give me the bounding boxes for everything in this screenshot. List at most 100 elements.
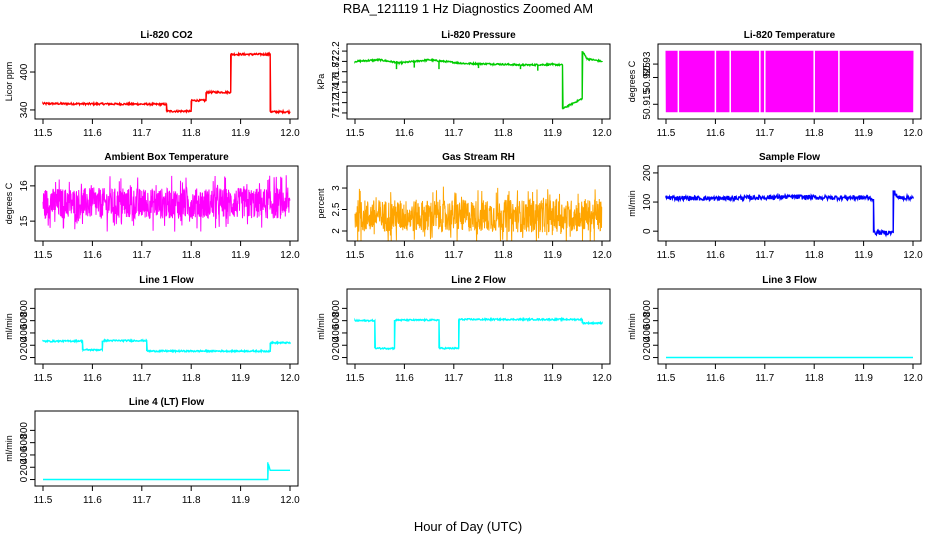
panel-frame xyxy=(34,288,299,365)
chart-panel: Gas Stream RH 11.5 11.6 11.7 11.8 11.9 12.0 2 2.… xyxy=(316,152,612,261)
figure-main-title: RBA_121119 1 Hz Diagnostics Zoomed AM xyxy=(343,1,593,16)
panel-title: Li-820 Pressure xyxy=(441,30,516,41)
y-tick-label: 400 xyxy=(642,324,653,341)
x-tick-label: 11.7 xyxy=(755,373,774,384)
x-tick-label: 11.5 xyxy=(346,250,365,261)
x-tick-label: 11.5 xyxy=(346,373,365,384)
y-tick-label: 50.915 xyxy=(642,89,653,120)
x-tick-label: 11.5 xyxy=(657,128,676,139)
y-tick-label: 71.8 xyxy=(331,62,342,82)
x-tick-label: 11.5 xyxy=(657,373,676,384)
panel-frame xyxy=(657,288,922,365)
y-tick-label: 200 xyxy=(19,458,30,475)
y-axis-label: ml/min xyxy=(316,313,326,340)
x-tick-label: 11.5 xyxy=(657,250,676,261)
panel-frame xyxy=(34,165,299,242)
y-tick-label: 0 xyxy=(331,354,342,360)
y-tick-label: 200 xyxy=(331,336,342,353)
x-tick-label: 11.7 xyxy=(132,250,151,261)
y-tick-label: 3 xyxy=(331,185,342,191)
x-tick-label: 11.9 xyxy=(854,373,873,384)
panel-title: Line 1 Flow xyxy=(139,275,194,286)
y-tick-label: 400 xyxy=(19,324,30,341)
x-tick-label: 12.0 xyxy=(280,250,300,261)
x-tick-label: 11.7 xyxy=(755,250,774,261)
x-tick-label: 11.8 xyxy=(182,128,201,139)
x-tick-label: 11.8 xyxy=(182,250,201,261)
y-tick-label: 0 xyxy=(19,476,30,482)
data-series-line xyxy=(42,338,291,354)
chart-panel: Ambient Box Temperature 11.5 11.6 11.7 11.8 1… xyxy=(4,152,300,261)
x-tick-label: 11.6 xyxy=(395,373,414,384)
series-group xyxy=(43,462,290,481)
x-axis-caption: Hour of Day (UTC) xyxy=(414,519,522,534)
panel-frame xyxy=(34,410,299,487)
y-tick-label: 800 xyxy=(642,300,653,317)
panel-frame xyxy=(346,165,611,242)
x-tick-label: 11.5 xyxy=(34,128,53,139)
x-tick-label: 11.6 xyxy=(706,250,725,261)
x-tick-label: 11.9 xyxy=(854,128,873,139)
x-tick-label: 11.9 xyxy=(231,495,250,506)
chart-panel: Line 4 (LT) Flow 11.5 11.6 11.7 11.8 11.9 12.0… xyxy=(4,397,300,506)
chart-panel: Line 3 Flow 11.5 11.6 11.7 11.8 11.9 12.0 02004… xyxy=(627,275,923,384)
data-series-line xyxy=(665,190,914,238)
y-axis-label: degrees C xyxy=(627,60,637,102)
x-tick-label: 11.6 xyxy=(83,495,102,506)
y-tick-label: 400 xyxy=(19,446,30,463)
y-tick-label: 72 xyxy=(331,55,342,67)
x-tick-label: 11.5 xyxy=(34,373,53,384)
x-tick-label: 11.7 xyxy=(132,495,151,506)
panel-title: Li-820 Temperature xyxy=(744,30,836,41)
series-group xyxy=(42,175,291,232)
x-tick-label: 12.0 xyxy=(280,495,300,506)
x-tick-label: 11.7 xyxy=(444,373,463,384)
panel-title: Ambient Box Temperature xyxy=(104,152,229,163)
panel-frame xyxy=(346,288,611,365)
x-tick-label: 11.5 xyxy=(34,495,53,506)
y-tick-label: 71.6 xyxy=(331,72,342,92)
x-tick-label: 12.0 xyxy=(592,373,612,384)
series-group xyxy=(354,316,603,351)
x-tick-label: 11.9 xyxy=(543,250,562,261)
data-series-line xyxy=(42,175,291,232)
x-tick-label: 11.8 xyxy=(805,128,824,139)
y-tick-label: 0 xyxy=(642,354,653,360)
x-tick-label: 11.6 xyxy=(395,128,414,139)
y-tick-label: 72.2 xyxy=(331,41,342,61)
x-tick-label: 11.8 xyxy=(805,250,824,261)
data-series-line xyxy=(665,50,914,113)
x-tick-label: 11.6 xyxy=(395,250,414,261)
y-tick-label: 600 xyxy=(331,312,342,329)
x-tick-label: 11.9 xyxy=(231,250,250,261)
x-tick-label: 11.7 xyxy=(755,128,774,139)
x-tick-label: 12.0 xyxy=(903,250,923,261)
panel-frame xyxy=(34,43,299,120)
y-tick-label: 15 xyxy=(19,215,30,227)
x-tick-label: 11.5 xyxy=(34,250,53,261)
panel-title: Gas Stream RH xyxy=(442,152,515,163)
x-tick-label: 11.8 xyxy=(494,128,513,139)
x-tick-label: 11.9 xyxy=(231,128,250,139)
y-tick-label: 50.925 xyxy=(642,62,653,93)
y-tick-label: 340 xyxy=(19,101,30,118)
y-tick-label: 600 xyxy=(19,434,30,451)
x-tick-label: 11.6 xyxy=(83,128,102,139)
panel-title: Line 3 Flow xyxy=(762,275,817,286)
x-tick-label: 12.0 xyxy=(592,250,612,261)
series-group xyxy=(665,48,914,115)
x-tick-label: 11.9 xyxy=(854,250,873,261)
x-tick-label: 11.8 xyxy=(182,373,201,384)
y-tick-label: 0 xyxy=(642,228,653,234)
y-tick-label: 2 xyxy=(331,228,342,234)
y-tick-label: 800 xyxy=(19,422,30,439)
y-axis-label: ml/min xyxy=(627,190,637,217)
x-tick-label: 11.7 xyxy=(444,128,463,139)
y-tick-label: 200 xyxy=(642,336,653,353)
data-series-line xyxy=(42,51,291,115)
y-tick-label: 71.4 xyxy=(331,82,342,102)
y-axis-label: ml/min xyxy=(627,313,637,340)
x-tick-label: 11.6 xyxy=(706,128,725,139)
x-tick-label: 11.9 xyxy=(543,373,562,384)
